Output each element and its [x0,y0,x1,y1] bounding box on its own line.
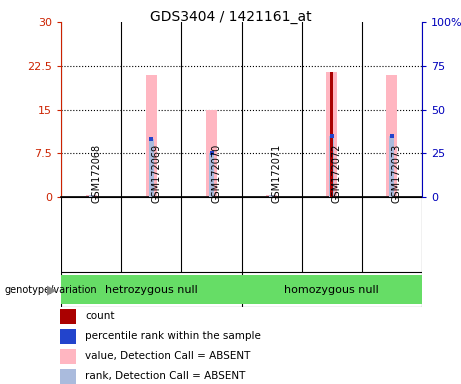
Bar [60,369,76,384]
Text: ▶: ▶ [47,283,57,296]
Text: genotype/variation: genotype/variation [5,285,97,295]
Bar [209,153,214,197]
Bar [326,72,337,197]
Text: GSM172068: GSM172068 [91,144,101,203]
Text: GSM172071: GSM172071 [272,144,282,203]
Bar [149,139,154,197]
Bar [386,75,397,197]
Text: count: count [85,311,115,321]
Bar [60,309,76,324]
Text: GSM172073: GSM172073 [392,144,402,203]
Text: GDS3404 / 1421161_at: GDS3404 / 1421161_at [150,10,311,23]
Bar [242,275,422,305]
Text: GSM172069: GSM172069 [151,144,161,203]
Text: GSM172072: GSM172072 [332,144,342,203]
Text: homozygous null: homozygous null [284,285,379,295]
Bar [330,72,333,197]
Text: rank, Detection Call = ABSENT: rank, Detection Call = ABSENT [85,371,246,381]
Text: percentile rank within the sample: percentile rank within the sample [85,331,261,341]
Text: value, Detection Call = ABSENT: value, Detection Call = ABSENT [85,351,251,361]
Bar [89,195,94,197]
Text: hetrozygous null: hetrozygous null [105,285,198,295]
Bar [390,136,394,197]
Bar [61,275,242,305]
Bar [266,195,277,197]
Bar [146,75,157,197]
Bar [206,110,217,197]
Bar [329,136,334,197]
Bar [60,349,76,364]
Bar [269,195,274,197]
Bar [60,329,76,344]
Bar [86,195,97,197]
Text: GSM172070: GSM172070 [212,144,222,203]
